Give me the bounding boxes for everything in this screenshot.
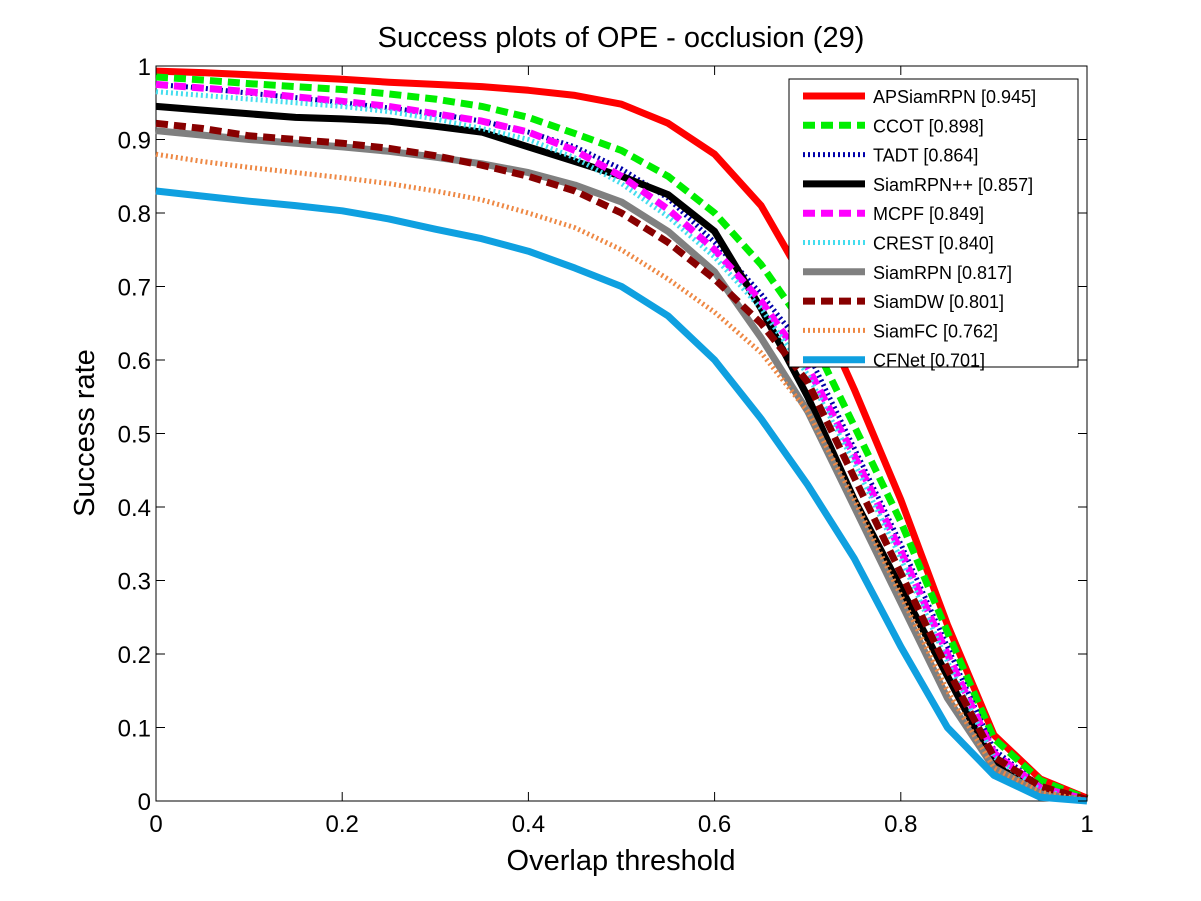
legend-label-5: CREST [0.840] [873,234,994,254]
x-tick-label: 0.8 [884,811,917,838]
y-tick-label: 0 [138,789,151,816]
y-tick-label: 0.5 [118,422,151,449]
legend-label-6: SiamRPN [0.817] [873,263,1012,283]
x-tick-label: 0.6 [698,811,731,838]
series-line-6 [155,127,1088,804]
series-line-5 [155,89,1088,803]
y-tick-label: 0.9 [118,128,151,155]
legend: APSiamRPN [0.945] CCOT [0.898] TADT [0.864… [788,78,1079,371]
y-tick-label: 0.6 [118,348,151,375]
series-line-1 [155,73,1089,803]
series-line-7 [155,119,1088,803]
series-layer [155,67,1089,805]
x-tick-label: 1 [1080,811,1093,838]
ticks-layer: 0 0.2 0.4 0.6 0.8 1 0 0.1 0.2 0.3 0.4 0.5 0.6 0.7 0.8 0… [118,54,1094,838]
y-axis-title: Success rate [69,349,101,517]
series-line-8 [155,151,1088,803]
legend-label-7: SiamDW [0.801] [873,292,1004,312]
legend-label-2: TADT [0.864] [873,146,978,166]
y-tick-label: 0.4 [118,495,151,522]
x-tick-label: 0 [149,811,162,838]
y-tick-label: 0.8 [118,201,151,228]
y-tick-label: 1 [138,54,151,81]
legend-label-9: CFNet [0.701] [873,351,985,371]
y-tick-label: 0.7 [118,275,151,302]
series-line-9 [155,187,1088,805]
chart-title: Success plots of OPE - occlusion (29) [378,22,865,54]
series-line-4 [155,80,1088,803]
x-tick-label: 0.2 [326,811,359,838]
legend-entries: APSiamRPN [0.945] CCOT [0.898] TADT [0.864… [803,87,1036,371]
legend-label-8: SiamFC [0.762] [873,321,998,341]
legend-box [788,78,1079,368]
x-axis-title: Overlap threshold [507,845,736,877]
series-line-0 [155,67,1089,802]
x-tick-label: 0.4 [512,811,545,838]
y-tick-label: 0.1 [118,716,151,743]
legend-label-0: APSiamRPN [0.945] [873,87,1036,107]
legend-label-3: SiamRPN++ [0.857] [873,175,1033,195]
y-tick-label: 0.2 [118,642,151,669]
y-tick-label: 0.3 [118,569,151,596]
legend-label-4: MCPF [0.849] [873,204,984,224]
legend-label-1: CCOT [0.898] [873,116,984,136]
